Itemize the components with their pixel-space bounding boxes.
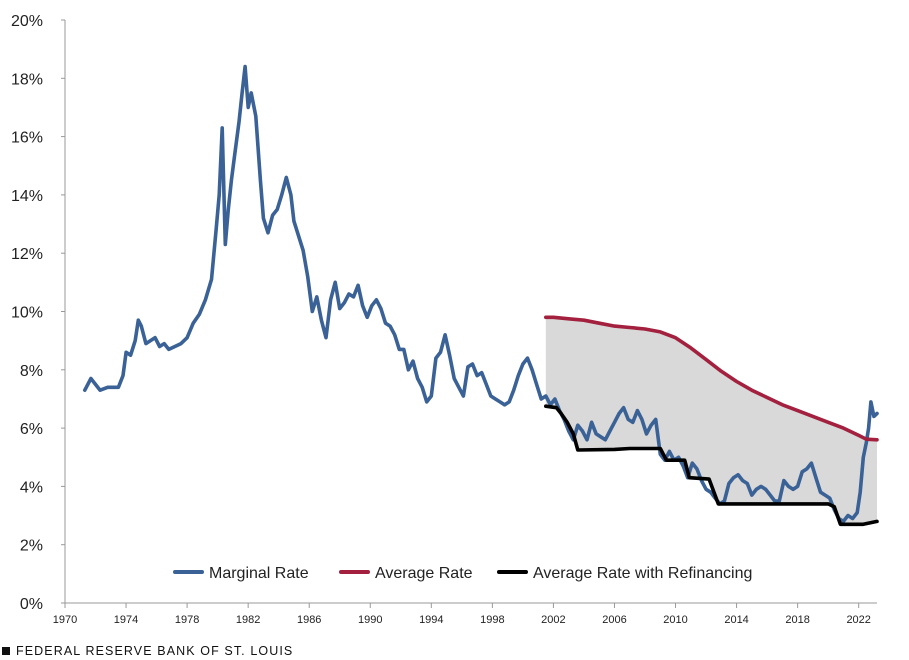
y-tick-label: 0%: [20, 596, 43, 613]
footer-square-icon: [2, 647, 10, 655]
x-tick-label: 1978: [175, 614, 199, 626]
x-tick-label: 1970: [53, 614, 77, 626]
y-tick-label: 2%: [20, 538, 43, 555]
source-footer: FEDERAL RESERVE BANK OF ST. LOUIS: [2, 644, 293, 658]
y-tick-label: 18%: [11, 71, 43, 88]
y-tick-label: 4%: [20, 479, 43, 496]
x-tick-label: 1998: [480, 614, 504, 626]
y-tick-label: 8%: [20, 363, 43, 380]
x-tick-label: 1994: [419, 614, 443, 626]
series-line-average-rate: [544, 315, 879, 442]
refinancing-gap-shading: [545, 317, 877, 525]
legend-label-average-rate: Average Rate: [375, 565, 473, 582]
y-tick-label: 10%: [11, 305, 43, 322]
series-line-marginal-rate: [83, 64, 879, 524]
x-tick-label: 2006: [602, 614, 626, 626]
series-line-average-rate-with-refinancing: [544, 404, 879, 527]
y-tick-label: 14%: [11, 188, 43, 205]
x-tick-label: 2010: [663, 614, 687, 626]
y-tick-label: 16%: [11, 130, 43, 147]
footer-source-text: FEDERAL RESERVE BANK OF ST. LOUIS: [16, 644, 294, 658]
x-tick-label: 1982: [236, 614, 260, 626]
x-tick-label: 2002: [541, 614, 565, 626]
y-tick-label: 20%: [11, 13, 43, 30]
y-tick-label: 12%: [11, 246, 43, 263]
shaded-gap-area: [545, 317, 877, 525]
chart-axes: 0% 2% 4% 6% 8% 10% 12% 14% 16% 18% 20% 1970 1974 1978…: [11, 13, 877, 626]
x-tick-label: 1986: [297, 614, 321, 626]
x-tick-label: 2014: [724, 614, 748, 626]
chart-series: [83, 64, 879, 527]
x-tick-label: 2022: [846, 614, 870, 626]
x-tick-label: 1974: [114, 614, 138, 626]
x-tick-label: 1990: [358, 614, 382, 626]
legend-label-marginal-rate: Marginal Rate: [209, 565, 309, 582]
legend-label-average-rate-with-refinancing: Average Rate with Refinancing: [533, 565, 752, 582]
x-tick-label: 2018: [785, 614, 809, 626]
chart-legend: Marginal Rate Average Rate Average Rate wi…: [173, 565, 752, 582]
y-tick-label: 6%: [20, 421, 43, 438]
